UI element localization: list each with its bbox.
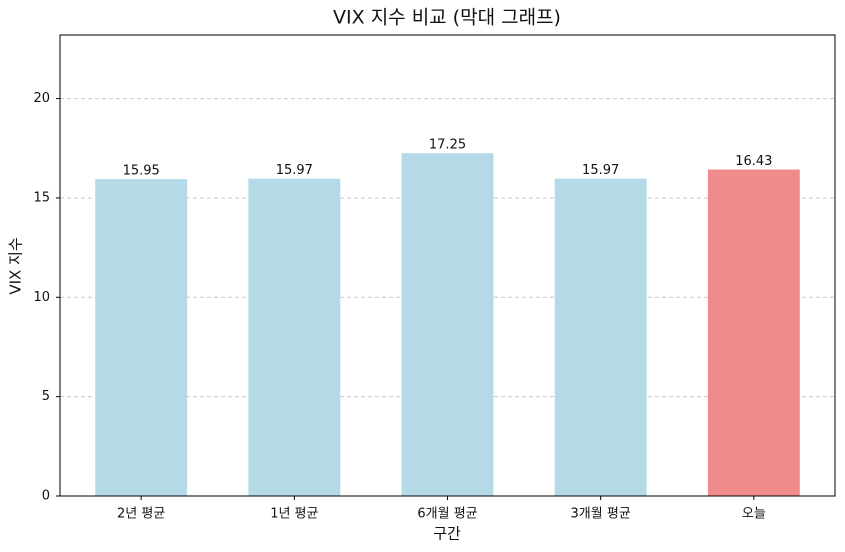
x-tick-label: 6개월 평균: [417, 507, 477, 522]
data-label: 17.25: [429, 138, 466, 153]
data-label: 15.97: [276, 163, 313, 178]
data-label: 16.43: [735, 154, 772, 169]
y-tick-label: 20: [33, 91, 50, 106]
x-tick-label: 오늘: [742, 507, 766, 522]
x-tick-label: 1년 평균: [270, 507, 318, 522]
x-tick-label: 2년 평균: [117, 507, 165, 522]
plot-frame: [59, 34, 836, 497]
y-tick-label: 0: [42, 489, 50, 504]
chart-title: VIX 지수 비교 (막대 그래프): [333, 7, 561, 29]
bar: [707, 169, 800, 496]
y-tick-label: 10: [33, 290, 50, 305]
data-label: 15.97: [582, 163, 619, 178]
y-tick-label: 5: [42, 389, 50, 404]
bar: [248, 178, 341, 496]
bar: [95, 179, 188, 496]
x-tick-label: 3개월 평균: [571, 507, 631, 522]
bar: [401, 153, 494, 497]
data-label: 15.95: [123, 164, 160, 179]
x-axis-label: 구간: [433, 525, 461, 543]
y-tick-label: 15: [33, 190, 50, 205]
y-axis-label: VIX 지수: [7, 237, 25, 294]
bar: [554, 178, 647, 496]
